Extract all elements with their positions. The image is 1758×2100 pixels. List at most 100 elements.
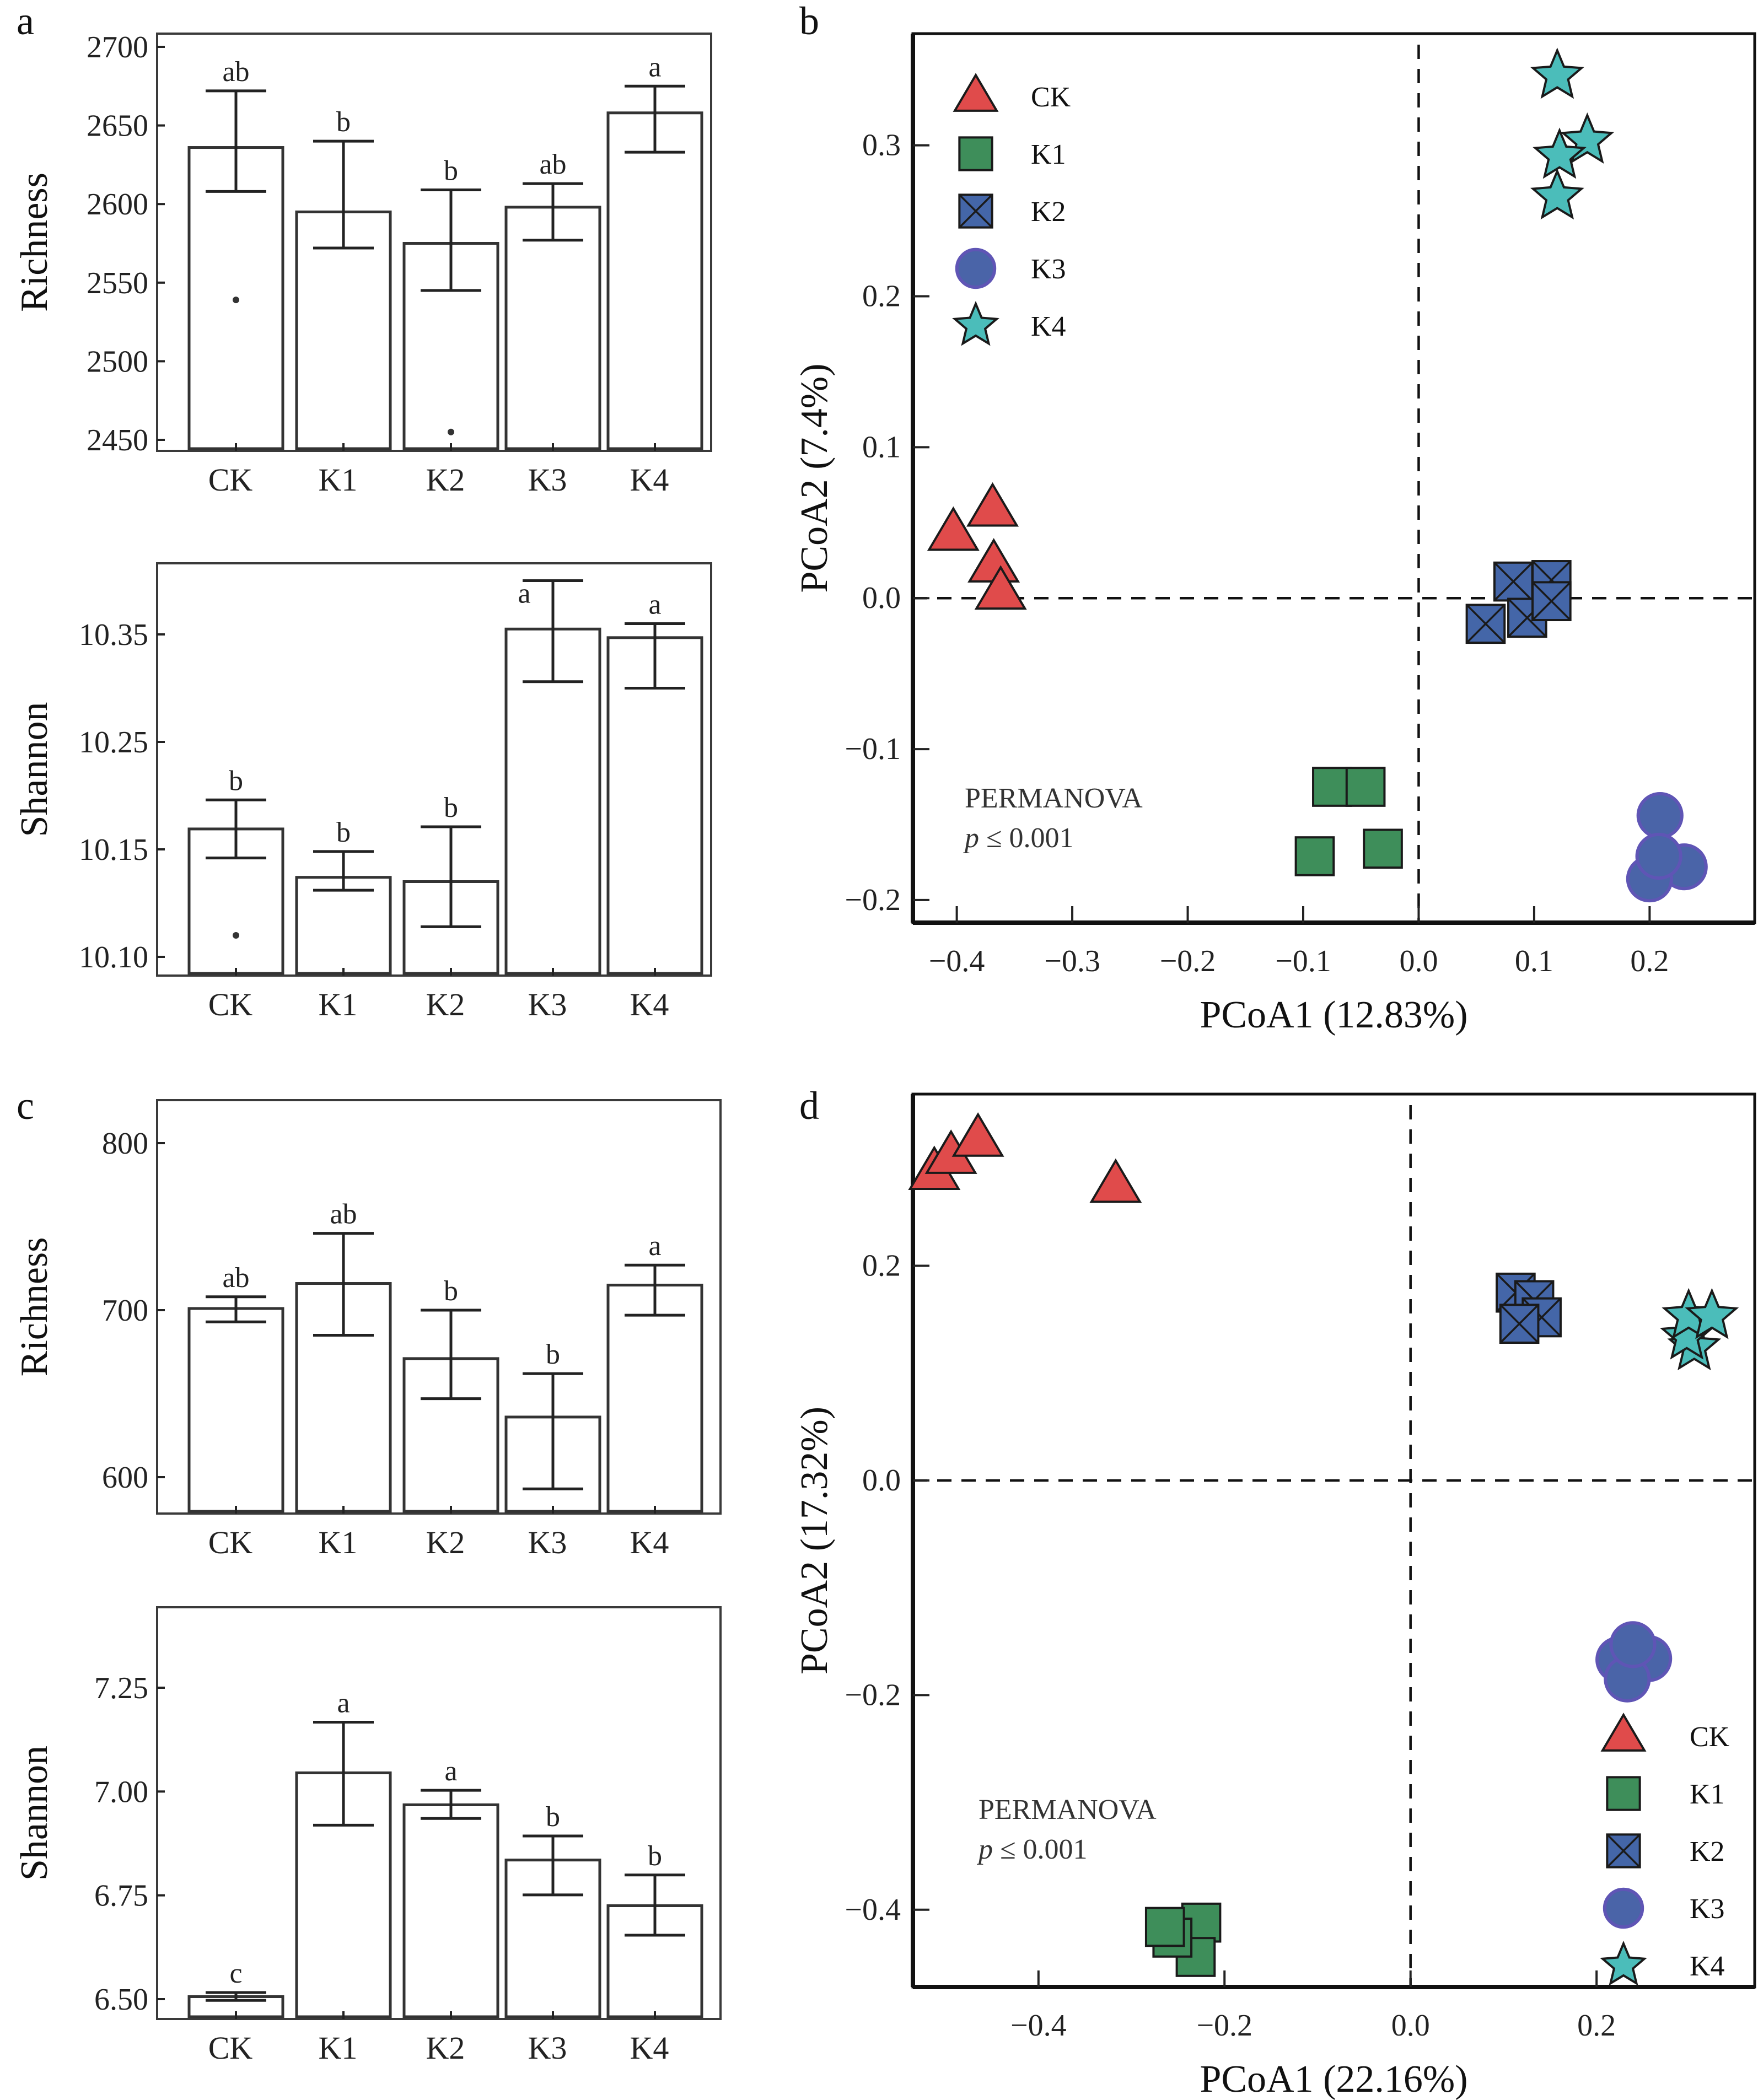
y-axis-label: Richness [13, 1237, 56, 1377]
y-tick-label: 800 [102, 1127, 148, 1161]
y-tick-label: 600 [102, 1461, 148, 1495]
permanova-label: PERMANOVA [979, 1794, 1157, 1826]
y-tick-label: 0.0 [862, 581, 901, 615]
marker-star [1530, 47, 1584, 99]
panel-letter-c: c [17, 1084, 34, 1128]
series-k2 [1465, 560, 1572, 644]
series-k2 [1496, 1272, 1562, 1344]
permanova-p-value: p ≤ 0.001 [963, 822, 1074, 854]
significance-letter: ab [330, 1199, 357, 1230]
series-k3 [1626, 791, 1708, 903]
x-axis-label: PCoA1 (12.83%) [1200, 994, 1467, 1036]
marker-triangle [1089, 1158, 1142, 1203]
significance-letter: b [444, 155, 458, 187]
y-tick-label: 0.2 [862, 279, 901, 314]
chart-a-shannon: 10.10 10.15 10.25 10.35 Shannon b CK b K1 b K2 a K3 a… [13, 562, 712, 1022]
bar-k1 [295, 210, 392, 450]
y-tick-label: 0.3 [862, 128, 901, 163]
x-tick-label: 0.0 [1391, 2009, 1430, 2043]
bar-k3 [504, 206, 601, 450]
y-tick-label: 0.0 [862, 1463, 901, 1498]
x-tick-label: K4 [630, 2030, 669, 2066]
significance-letter: a [648, 589, 661, 621]
marker-square-x [1493, 561, 1534, 602]
marker-triangle [974, 565, 1027, 610]
series-k1 [1294, 767, 1403, 876]
x-tick-label: K2 [426, 1525, 465, 1560]
marker-cross-line [1531, 581, 1571, 621]
y-tick-label: −0.2 [845, 883, 901, 917]
marker-square-x [958, 193, 993, 229]
marker-triangle [1600, 1713, 1647, 1752]
legend-label: K1 [1031, 139, 1066, 170]
marker-circle [1603, 1887, 1644, 1929]
legend-item-k3: K3 [1603, 1887, 1725, 1929]
permanova-p-value: p ≤ 0.001 [976, 1834, 1088, 1865]
marker-star [1685, 1288, 1739, 1339]
marker-square [1144, 1907, 1185, 1947]
y-tick-label: −0.2 [845, 1678, 901, 1712]
y-axis-label: Richness [13, 173, 56, 312]
plot-frame [156, 562, 712, 977]
x-tick-label: K2 [426, 987, 465, 1022]
marker-square-x [1531, 581, 1572, 622]
legend-label: K1 [1690, 1779, 1725, 1810]
panel-letter-d: d [799, 1084, 819, 1128]
p-threshold: ≤ 0.001 [993, 1834, 1088, 1865]
marker-cross-line [1606, 1834, 1641, 1868]
bar-ck [187, 1307, 284, 1513]
marker-cross-line [1493, 562, 1533, 601]
marker-circle [1609, 1621, 1657, 1668]
y-tick-label: 0.1 [862, 430, 901, 464]
legend-item-ck: CK [1600, 1713, 1730, 1753]
x-tick-label: K1 [319, 987, 358, 1022]
x-tick-label: K2 [426, 2030, 465, 2066]
x-tick-label: CK [208, 462, 253, 498]
significance-letter: a [337, 1688, 350, 1719]
marker-star [952, 300, 999, 346]
y-tick-label: 700 [102, 1294, 148, 1328]
y-tick-label: 7.25 [94, 1671, 148, 1705]
marker-square [1312, 767, 1352, 807]
legend-label: K2 [1690, 1836, 1725, 1867]
outlier-point [233, 297, 239, 304]
significance-letter: b [444, 1275, 458, 1307]
bar-k1 [295, 876, 392, 975]
x-tick-label: −0.2 [1196, 2009, 1252, 2043]
legend-label: CK [1031, 82, 1071, 113]
marker-square [958, 136, 993, 171]
y-tick-label: 10.25 [79, 725, 148, 760]
y-tick-label: 0.2 [862, 1249, 901, 1283]
legend-label: K4 [1031, 311, 1066, 342]
significance-letter: b [229, 765, 243, 796]
marker-square-x [1465, 604, 1506, 644]
panel-letter-a: a [17, 0, 34, 43]
x-tick-label: K4 [630, 1525, 669, 1560]
legend-item-ck: CK [953, 73, 1071, 113]
series-k3 [1595, 1621, 1673, 1703]
chart-b-pcoa: −0.4 −0.3 −0.2 −0.1 0.0 0.1 0.2 −0.2 −0.1 0.0 0.1 0… [793, 32, 1756, 1036]
x-tick-label: −0.4 [1010, 2009, 1067, 2043]
significance-letter: b [444, 792, 458, 823]
marker-square [1363, 828, 1403, 869]
chart-a-richness: 2450 2500 2550 2600 2650 2700 Richness ab CK b K1 b… [13, 30, 712, 498]
x-axis-label: PCoA1 (22.16%) [1200, 2058, 1467, 2100]
legend-item-k2: K2 [958, 193, 1066, 229]
marker-cross-line [1466, 604, 1506, 644]
y-tick-label: 10.15 [79, 833, 148, 867]
y-tick-label: 10.35 [79, 618, 148, 652]
y-tick-label: 2550 [87, 266, 148, 300]
legend-label: K3 [1031, 254, 1066, 285]
x-tick-label: K3 [528, 462, 567, 498]
y-tick-label: 2500 [87, 344, 148, 379]
legend-label: CK [1690, 1721, 1730, 1753]
x-tick-label: −0.2 [1160, 944, 1216, 978]
bar-k4 [606, 111, 703, 450]
x-tick-label: CK [208, 1525, 253, 1560]
legend: CK K1 K2 K3 K4 [952, 73, 1071, 346]
y-tick-label: 2700 [87, 30, 148, 64]
marker-square [1345, 767, 1386, 807]
legend-label: K4 [1690, 1951, 1725, 1982]
x-tick-label: K4 [630, 462, 669, 498]
chart-d-pcoa: −0.4 −0.2 0.0 0.2 −0.4 −0.2 0.0 0.2 PCoA1 (22.16… [793, 1092, 1756, 2100]
